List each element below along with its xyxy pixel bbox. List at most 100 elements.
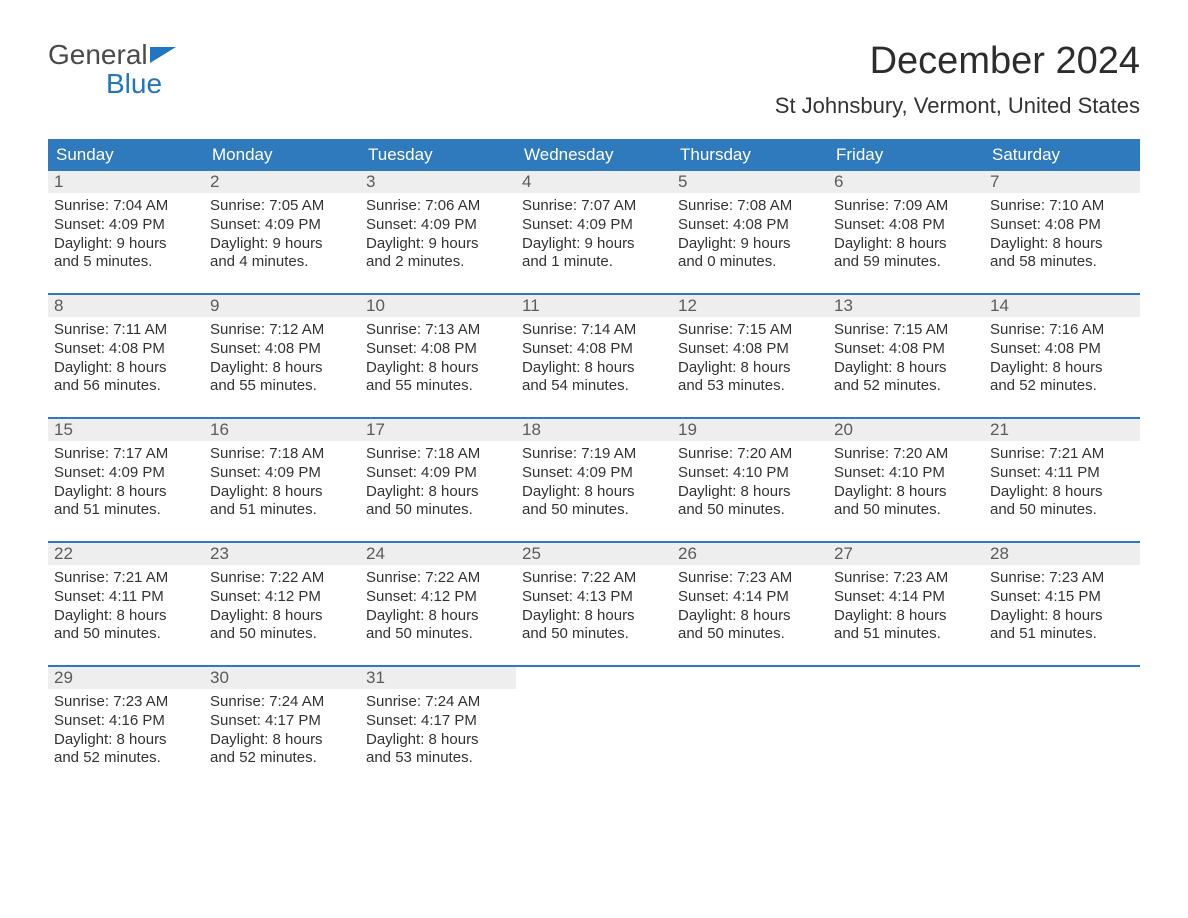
sunset-line: Sunset: 4:10 PM [834,464,978,483]
sunrise-line: Sunrise: 7:04 AM [54,197,198,216]
daylight-line1: Daylight: 9 hours [210,235,354,254]
day-cell: 17Sunrise: 7:18 AMSunset: 4:09 PMDayligh… [360,419,516,527]
day-cell: 18Sunrise: 7:19 AMSunset: 4:09 PMDayligh… [516,419,672,527]
day-number: 18 [516,419,672,441]
day-cell: 13Sunrise: 7:15 AMSunset: 4:08 PMDayligh… [828,295,984,403]
daylight-line2: and 4 minutes. [210,253,354,272]
day-body: Sunrise: 7:17 AMSunset: 4:09 PMDaylight:… [48,441,204,524]
daylight-line1: Daylight: 8 hours [366,359,510,378]
day-number: 29 [48,667,204,689]
daylight-line2: and 55 minutes. [366,377,510,396]
day-cell: 1Sunrise: 7:04 AMSunset: 4:09 PMDaylight… [48,171,204,279]
daylight-line2: and 51 minutes. [834,625,978,644]
day-body: Sunrise: 7:11 AMSunset: 4:08 PMDaylight:… [48,317,204,400]
sunrise-line: Sunrise: 7:22 AM [366,569,510,588]
daylight-line1: Daylight: 8 hours [54,607,198,626]
day-body: Sunrise: 7:04 AMSunset: 4:09 PMDaylight:… [48,193,204,276]
sunset-line: Sunset: 4:14 PM [834,588,978,607]
sunrise-line: Sunrise: 7:18 AM [210,445,354,464]
day-cell: 22Sunrise: 7:21 AMSunset: 4:11 PMDayligh… [48,543,204,651]
sunrise-line: Sunrise: 7:17 AM [54,445,198,464]
sunset-line: Sunset: 4:12 PM [366,588,510,607]
day-cell: 28Sunrise: 7:23 AMSunset: 4:15 PMDayligh… [984,543,1140,651]
sunrise-line: Sunrise: 7:24 AM [366,693,510,712]
day-body: Sunrise: 7:24 AMSunset: 4:17 PMDaylight:… [360,689,516,772]
day-body: Sunrise: 7:22 AMSunset: 4:12 PMDaylight:… [204,565,360,648]
sunset-line: Sunset: 4:08 PM [834,340,978,359]
daylight-line2: and 2 minutes. [366,253,510,272]
day-body: Sunrise: 7:22 AMSunset: 4:12 PMDaylight:… [360,565,516,648]
daylight-line2: and 50 minutes. [678,625,822,644]
sunrise-line: Sunrise: 7:05 AM [210,197,354,216]
sunset-line: Sunset: 4:08 PM [522,340,666,359]
day-cell: 19Sunrise: 7:20 AMSunset: 4:10 PMDayligh… [672,419,828,527]
sunset-line: Sunset: 4:08 PM [678,216,822,235]
daylight-line2: and 50 minutes. [990,501,1134,520]
day-number: 26 [672,543,828,565]
day-body: Sunrise: 7:09 AMSunset: 4:08 PMDaylight:… [828,193,984,276]
daylight-line2: and 53 minutes. [366,749,510,768]
sunset-line: Sunset: 4:08 PM [210,340,354,359]
daylight-line1: Daylight: 8 hours [366,483,510,502]
sunset-line: Sunset: 4:14 PM [678,588,822,607]
sunset-line: Sunset: 4:15 PM [990,588,1134,607]
daylight-line2: and 59 minutes. [834,253,978,272]
day-cell: 12Sunrise: 7:15 AMSunset: 4:08 PMDayligh… [672,295,828,403]
week-row: 22Sunrise: 7:21 AMSunset: 4:11 PMDayligh… [48,541,1140,651]
day-cell: 15Sunrise: 7:17 AMSunset: 4:09 PMDayligh… [48,419,204,527]
daylight-line2: and 51 minutes. [990,625,1134,644]
sunrise-line: Sunrise: 7:22 AM [522,569,666,588]
sunset-line: Sunset: 4:17 PM [366,712,510,731]
daylight-line1: Daylight: 8 hours [834,483,978,502]
sunset-line: Sunset: 4:09 PM [366,464,510,483]
day-body: Sunrise: 7:15 AMSunset: 4:08 PMDaylight:… [828,317,984,400]
day-cell: 24Sunrise: 7:22 AMSunset: 4:12 PMDayligh… [360,543,516,651]
daylight-line2: and 51 minutes. [54,501,198,520]
daylight-line1: Daylight: 8 hours [366,731,510,750]
day-number: 30 [204,667,360,689]
day-cell: 6Sunrise: 7:09 AMSunset: 4:08 PMDaylight… [828,171,984,279]
day-cell: 27Sunrise: 7:23 AMSunset: 4:14 PMDayligh… [828,543,984,651]
day-cell [516,667,672,775]
day-body: Sunrise: 7:16 AMSunset: 4:08 PMDaylight:… [984,317,1140,400]
weekday-header: Monday [204,139,360,171]
daylight-line2: and 52 minutes. [54,749,198,768]
daylight-line1: Daylight: 8 hours [54,359,198,378]
day-body: Sunrise: 7:22 AMSunset: 4:13 PMDaylight:… [516,565,672,648]
day-number: 31 [360,667,516,689]
day-body: Sunrise: 7:10 AMSunset: 4:08 PMDaylight:… [984,193,1140,276]
day-cell: 20Sunrise: 7:20 AMSunset: 4:10 PMDayligh… [828,419,984,527]
sunrise-line: Sunrise: 7:09 AM [834,197,978,216]
day-body: Sunrise: 7:23 AMSunset: 4:16 PMDaylight:… [48,689,204,772]
day-cell [672,667,828,775]
sunrise-line: Sunrise: 7:10 AM [990,197,1134,216]
daylight-line1: Daylight: 9 hours [54,235,198,254]
sunset-line: Sunset: 4:08 PM [366,340,510,359]
day-cell: 31Sunrise: 7:24 AMSunset: 4:17 PMDayligh… [360,667,516,775]
daylight-line1: Daylight: 9 hours [522,235,666,254]
daylight-line2: and 50 minutes. [522,501,666,520]
day-body: Sunrise: 7:20 AMSunset: 4:10 PMDaylight:… [828,441,984,524]
day-body: Sunrise: 7:23 AMSunset: 4:14 PMDaylight:… [828,565,984,648]
day-number: 13 [828,295,984,317]
day-number: 11 [516,295,672,317]
day-number: 16 [204,419,360,441]
daylight-line2: and 50 minutes. [366,501,510,520]
sunrise-line: Sunrise: 7:21 AM [990,445,1134,464]
day-number: 7 [984,171,1140,193]
sunset-line: Sunset: 4:09 PM [522,216,666,235]
day-number: 28 [984,543,1140,565]
daylight-line1: Daylight: 8 hours [522,607,666,626]
month-title: December 2024 [775,40,1140,83]
sunrise-line: Sunrise: 7:14 AM [522,321,666,340]
daylight-line1: Daylight: 8 hours [834,235,978,254]
day-cell: 16Sunrise: 7:18 AMSunset: 4:09 PMDayligh… [204,419,360,527]
day-number: 22 [48,543,204,565]
day-number: 17 [360,419,516,441]
daylight-line2: and 0 minutes. [678,253,822,272]
sunset-line: Sunset: 4:12 PM [210,588,354,607]
day-cell: 25Sunrise: 7:22 AMSunset: 4:13 PMDayligh… [516,543,672,651]
day-body: Sunrise: 7:19 AMSunset: 4:09 PMDaylight:… [516,441,672,524]
day-body: Sunrise: 7:21 AMSunset: 4:11 PMDaylight:… [48,565,204,648]
day-cell: 2Sunrise: 7:05 AMSunset: 4:09 PMDaylight… [204,171,360,279]
